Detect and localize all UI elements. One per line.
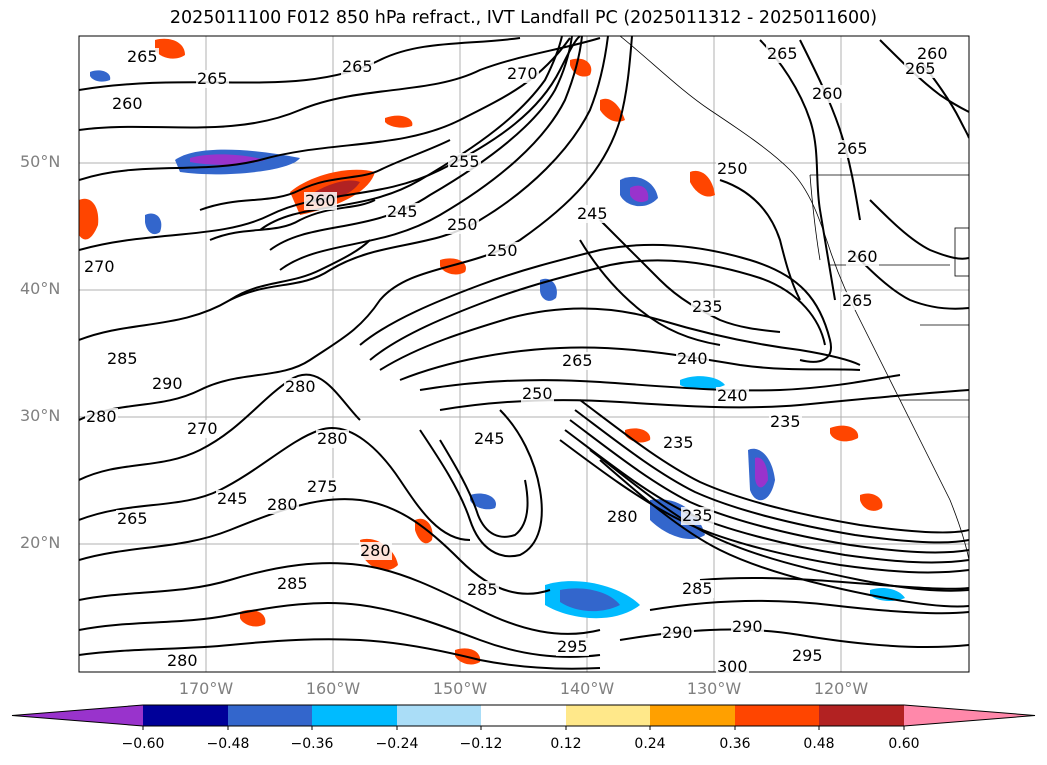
contour-label: 260 <box>304 191 337 210</box>
colorbar-bin-3 <box>312 705 397 726</box>
lon-label-150w: 150°W <box>432 679 488 698</box>
contour-label: 270 <box>83 257 116 276</box>
contour-label: 260 <box>846 247 879 266</box>
contour-label: 265 <box>841 291 874 310</box>
contour-label: 290 <box>731 617 764 636</box>
contour-label: 280 <box>606 507 639 526</box>
colorbar-bin-7 <box>650 705 735 726</box>
contour-label: 240 <box>716 386 749 405</box>
contour-label: 275 <box>306 477 339 496</box>
contour-label: 285 <box>681 579 714 598</box>
contour-label: 265 <box>766 44 799 63</box>
colorbar-tick-8: 0.36 <box>719 736 751 752</box>
contour-label: 245 <box>386 202 419 221</box>
contour-label: 280 <box>359 541 392 560</box>
colorbar-tick-2: −0.48 <box>206 736 250 752</box>
contour-label: 300 <box>716 657 749 676</box>
contour-label: 280 <box>266 495 299 514</box>
contour-label: 250 <box>521 384 554 403</box>
contour-label: 295 <box>791 646 824 665</box>
contour-label: 245 <box>473 429 506 448</box>
contour-label: 295 <box>556 637 589 656</box>
colorbar-bin-6 <box>566 705 650 726</box>
contour-label: 250 <box>446 215 479 234</box>
contour-label: 235 <box>691 297 724 316</box>
colorbar-extend-low <box>12 705 143 726</box>
contour-label: 235 <box>681 506 714 525</box>
lon-label-160w: 160°W <box>305 679 361 698</box>
contour-label: 265 <box>116 509 149 528</box>
lon-label-170w: 170°W <box>178 679 234 698</box>
colorbar-bin-5 <box>481 705 566 726</box>
colorbar-tick-7: 0.24 <box>634 736 666 752</box>
contour-label: 280 <box>166 651 199 670</box>
colorbar-tick-10: 0.60 <box>888 736 920 752</box>
colorbar-tick-5: −0.12 <box>459 736 503 752</box>
contour-label: 265 <box>836 139 869 158</box>
colorbar <box>11 704 1036 730</box>
contour-label: 270 <box>186 419 219 438</box>
contour-label: 245 <box>216 489 249 508</box>
lon-label-140w: 140°W <box>559 679 615 698</box>
contour-label: 250 <box>716 159 749 178</box>
chart-title: 2025011100 F012 850 hPa refract., IVT La… <box>169 8 878 28</box>
colorbar-bin-8 <box>735 705 819 726</box>
contour-label: 265 <box>561 351 594 370</box>
lon-label-130w: 130°W <box>686 679 742 698</box>
lat-label-30: 30°N <box>20 406 61 425</box>
contour-label: 260 <box>111 94 144 113</box>
contour-label: 280 <box>284 377 317 396</box>
contour-label: 290 <box>661 623 694 642</box>
contour-label: 285 <box>276 574 309 593</box>
contour-label: 280 <box>316 429 349 448</box>
colorbar-bin-1 <box>143 705 228 726</box>
contour-label: 250 <box>486 241 519 260</box>
contour-label: 265 <box>196 69 229 88</box>
contour-label: 265 <box>341 57 374 76</box>
contour-label: 285 <box>466 580 499 599</box>
contour-label: 260 <box>811 84 844 103</box>
contour-label: 270 <box>506 64 539 83</box>
colorbar-tick-9: 0.48 <box>803 736 835 752</box>
contour-label: 290 <box>151 374 184 393</box>
lat-label-50: 50°N <box>20 152 61 171</box>
colorbar-tick-1: −0.60 <box>121 736 165 752</box>
colorbar-tick-4: −0.24 <box>375 736 419 752</box>
lon-label-120w: 120°W <box>813 679 869 698</box>
colorbar-bin-4 <box>397 705 481 726</box>
contour-label: 240 <box>676 349 709 368</box>
contour-label: 260 <box>916 44 949 63</box>
contour-label: 280 <box>85 407 118 426</box>
colorbar-tick-6: 0.12 <box>550 736 582 752</box>
colorbar-tick-3: −0.36 <box>290 736 334 752</box>
contour-label: 265 <box>126 47 159 66</box>
contour-label: 235 <box>662 433 695 452</box>
lat-label-20: 20°N <box>20 533 61 552</box>
contour-label: 245 <box>576 204 609 223</box>
contour-label: 235 <box>769 412 802 431</box>
colorbar-bin-2 <box>228 705 312 726</box>
contour-label: 285 <box>106 349 139 368</box>
colorbar-extend-high <box>904 705 1035 726</box>
contour-label: 255 <box>448 152 481 171</box>
contour-label: 265 <box>904 59 937 78</box>
colorbar-bin-9 <box>819 705 904 726</box>
lat-label-40: 40°N <box>20 279 61 298</box>
